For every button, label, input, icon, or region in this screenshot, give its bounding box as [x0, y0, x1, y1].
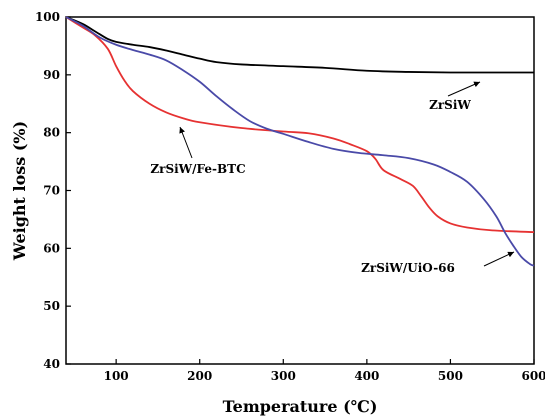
annotation-arrow [447, 81, 481, 97]
plot-area [65, 16, 535, 365]
y-tick-label: 80 [43, 126, 60, 140]
series-line-zrsiw [65, 16, 534, 74]
y-tick-label: 40 [43, 357, 60, 371]
annotation-label: ZrSiW/Fe-BTC [150, 162, 245, 176]
x-tick-label: 600 [521, 369, 545, 383]
x-tick-label: 300 [271, 369, 296, 383]
annotation-zrsiw-fe-btc: ZrSiW/Fe-BTC [150, 126, 246, 176]
x-axis-title: Temperature (℃) [223, 397, 378, 416]
annotation-label: ZrSiW [429, 98, 471, 112]
x-axis-ticks: 100 200 300 400 500 600 [104, 359, 545, 383]
x-tick-label: 100 [104, 369, 129, 383]
series-layer [65, 16, 535, 267]
annotation-layer: ZrSiW ZrSiW/Fe-BTC ZrSiW/UiO-66 [150, 81, 515, 275]
y-axis-title: Weight loss (%) [10, 121, 29, 261]
x-tick-label: 400 [354, 369, 379, 383]
y-axis-ticks: 40 50 60 70 80 90 100 [35, 10, 71, 371]
annotation-arrow [179, 126, 193, 159]
y-tick-label: 60 [43, 241, 60, 255]
y-tick-label: 50 [43, 299, 60, 313]
x-tick-label: 200 [187, 369, 212, 383]
series-line-zrsiw-fe-btc [65, 16, 535, 234]
y-tick-label: 70 [43, 184, 60, 198]
x-tick-label: 500 [438, 369, 463, 383]
series-line-zrsiw-uio-66 [65, 16, 535, 267]
plot-frame [65, 16, 535, 365]
annotation-arrow [483, 251, 515, 267]
annotation-label: ZrSiW/UiO-66 [361, 261, 455, 275]
y-tick-label: 100 [35, 10, 60, 24]
annotation-zrsiw: ZrSiW [429, 81, 481, 112]
annotation-zrsiw-uio-66: ZrSiW/UiO-66 [361, 251, 515, 275]
y-tick-label: 90 [43, 68, 60, 82]
